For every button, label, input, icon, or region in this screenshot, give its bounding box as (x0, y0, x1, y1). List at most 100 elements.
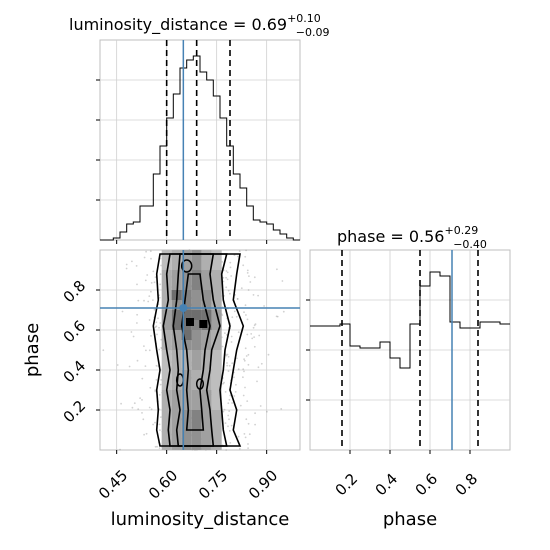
sample-point (228, 430, 231, 432)
sample-point (137, 299, 140, 302)
sample-point (230, 341, 233, 343)
sample-point (159, 322, 162, 324)
sample-point (266, 410, 268, 413)
density-cell (161, 330, 172, 350)
title-ph-value: 0.56 (409, 227, 445, 246)
histogram-phase (310, 271, 510, 369)
sample-point (231, 362, 234, 365)
sample-point (242, 376, 244, 379)
sample-point (236, 298, 239, 300)
sample-point (221, 314, 224, 316)
sample-point (244, 436, 247, 439)
sample-point (228, 418, 230, 421)
sample-point (227, 289, 230, 292)
sample-point (154, 421, 156, 424)
sample-point (155, 321, 158, 324)
sample-point (236, 298, 239, 300)
mode-cell (199, 320, 208, 328)
density-cell (211, 410, 222, 430)
sample-point (244, 255, 247, 258)
title-ld-plus: +0.10 (287, 12, 321, 25)
sample-point (148, 319, 151, 321)
sample-point (116, 364, 119, 366)
sample-point (147, 300, 150, 303)
sample-point (253, 276, 256, 279)
sample-point (258, 334, 261, 337)
title-ph-minus: −0.40 (453, 238, 487, 251)
sample-point (250, 333, 253, 335)
title-ld-value: 0.69 (251, 15, 287, 34)
sample-point (149, 250, 152, 253)
density-cell (211, 270, 222, 290)
ytick-label-joint: 0.8 (60, 277, 90, 307)
ytick-label-joint: 0.6 (60, 317, 90, 347)
density-cell (201, 290, 212, 310)
sample-point (243, 359, 246, 362)
sample-point (233, 395, 236, 397)
density-cell (161, 290, 172, 310)
density-cell (181, 310, 192, 320)
sample-point (247, 422, 250, 425)
sample-point (146, 274, 149, 276)
sample-point (275, 315, 278, 318)
contour-level-2 (162, 253, 231, 447)
contour-island (195, 378, 205, 390)
sample-point (248, 433, 251, 436)
density-cell (211, 350, 222, 370)
sample-point (153, 308, 156, 311)
title-ld-minus: −0.09 (296, 26, 330, 39)
sample-point (246, 400, 249, 402)
quantile-lines (165, 40, 479, 450)
sample-point (247, 289, 250, 291)
sample-point (246, 333, 249, 336)
sample-point (148, 295, 151, 297)
sample-point (252, 294, 255, 296)
sample-point (222, 410, 225, 413)
sample-point (243, 358, 246, 361)
sample-point (230, 335, 233, 338)
contour-level-1 (152, 253, 245, 447)
sample-point (154, 390, 157, 393)
xtick-label-joint: 0.90 (245, 466, 281, 502)
sample-point (253, 345, 256, 348)
sample-point (143, 433, 146, 436)
density-cell (191, 350, 202, 370)
sample-point (257, 366, 260, 369)
density-cell (161, 370, 172, 390)
xlabel-luminosity-distance: luminosity_distance (111, 509, 290, 530)
sample-point (150, 282, 153, 284)
density-cell (161, 410, 172, 430)
sample-point (133, 402, 136, 405)
sample-point (155, 325, 158, 328)
sample-point (160, 379, 163, 381)
density-cell (201, 370, 212, 390)
sample-point (224, 332, 226, 334)
sample-point (276, 268, 278, 271)
sample-point (229, 292, 231, 295)
sample-point (247, 443, 249, 445)
sample-point (157, 317, 159, 320)
sample-point (152, 299, 154, 301)
sample-point (246, 269, 249, 272)
sample-point (159, 429, 161, 431)
sample-point (158, 447, 161, 449)
title-ph-eq: = (385, 227, 409, 246)
sample-point (244, 386, 246, 389)
sample-point (154, 326, 157, 329)
density-cell (191, 270, 202, 290)
sample-point (246, 318, 249, 321)
sample-point (159, 383, 162, 386)
sample-point (245, 249, 248, 252)
sample-point (231, 402, 234, 404)
sample-point (234, 391, 237, 393)
sample-point (281, 280, 284, 282)
sample-point (221, 345, 224, 348)
sample-point (238, 250, 241, 253)
sample-point (155, 379, 158, 381)
density-cell (201, 430, 212, 450)
sample-point (242, 264, 245, 267)
sample-point (158, 348, 161, 351)
density-cell (191, 330, 202, 350)
sample-point (226, 364, 229, 367)
